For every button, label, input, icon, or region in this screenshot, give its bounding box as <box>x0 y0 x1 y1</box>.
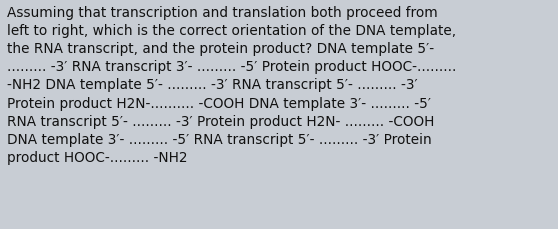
Text: Assuming that transcription and translation both proceed from
left to right, whi: Assuming that transcription and translat… <box>7 6 456 164</box>
